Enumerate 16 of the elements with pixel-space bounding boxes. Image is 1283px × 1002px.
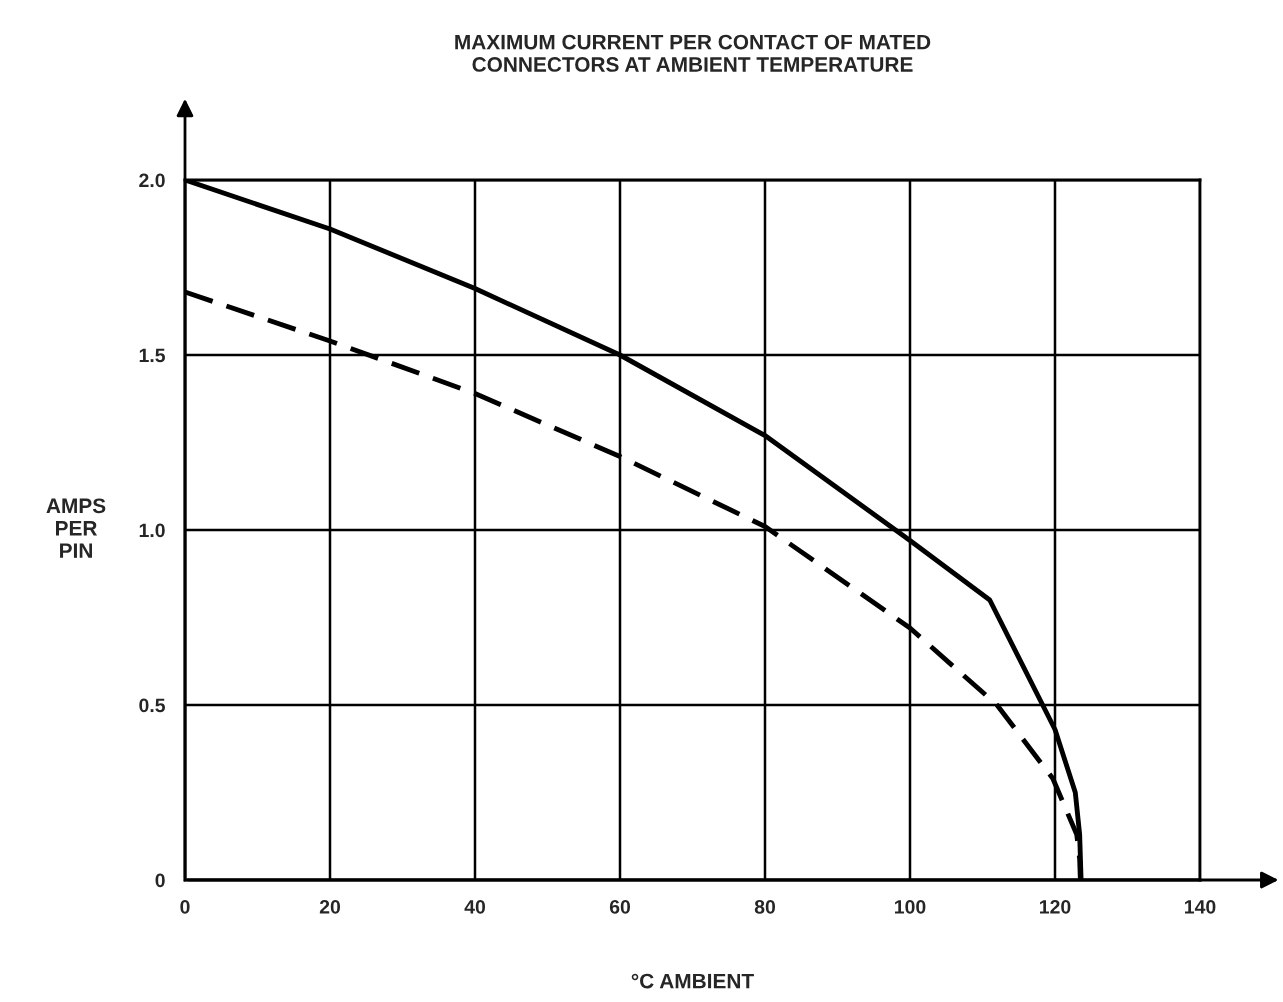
x-tick-label: 0 <box>180 899 190 914</box>
x-tick-label: 80 <box>754 899 776 914</box>
x-tick-label: 20 <box>319 899 341 914</box>
x-tick-label: 140 <box>1185 899 1216 914</box>
x-tick-label: 40 <box>464 899 486 914</box>
y-tick-label: 0.5 <box>139 698 166 713</box>
x-tick-label: 60 <box>609 899 631 914</box>
y-tick-label: 2.0 <box>139 173 165 188</box>
y-tick-label: 1.5 <box>139 348 166 363</box>
y-tick-label: 1.0 <box>139 523 165 538</box>
y-axis-title: AMPS PER PIN <box>46 498 106 558</box>
x-tick-label: 120 <box>1040 899 1071 914</box>
y-tick-label: 0 <box>155 873 165 888</box>
x-tick-label: 100 <box>895 899 926 914</box>
x-axis-title: °C AMBIENT <box>631 973 754 989</box>
chart-title: MAXIMUM CURRENT PER CONTACT OF MATED CONNECTORS AT AMBIENT TEMPERATURE <box>455 34 931 72</box>
